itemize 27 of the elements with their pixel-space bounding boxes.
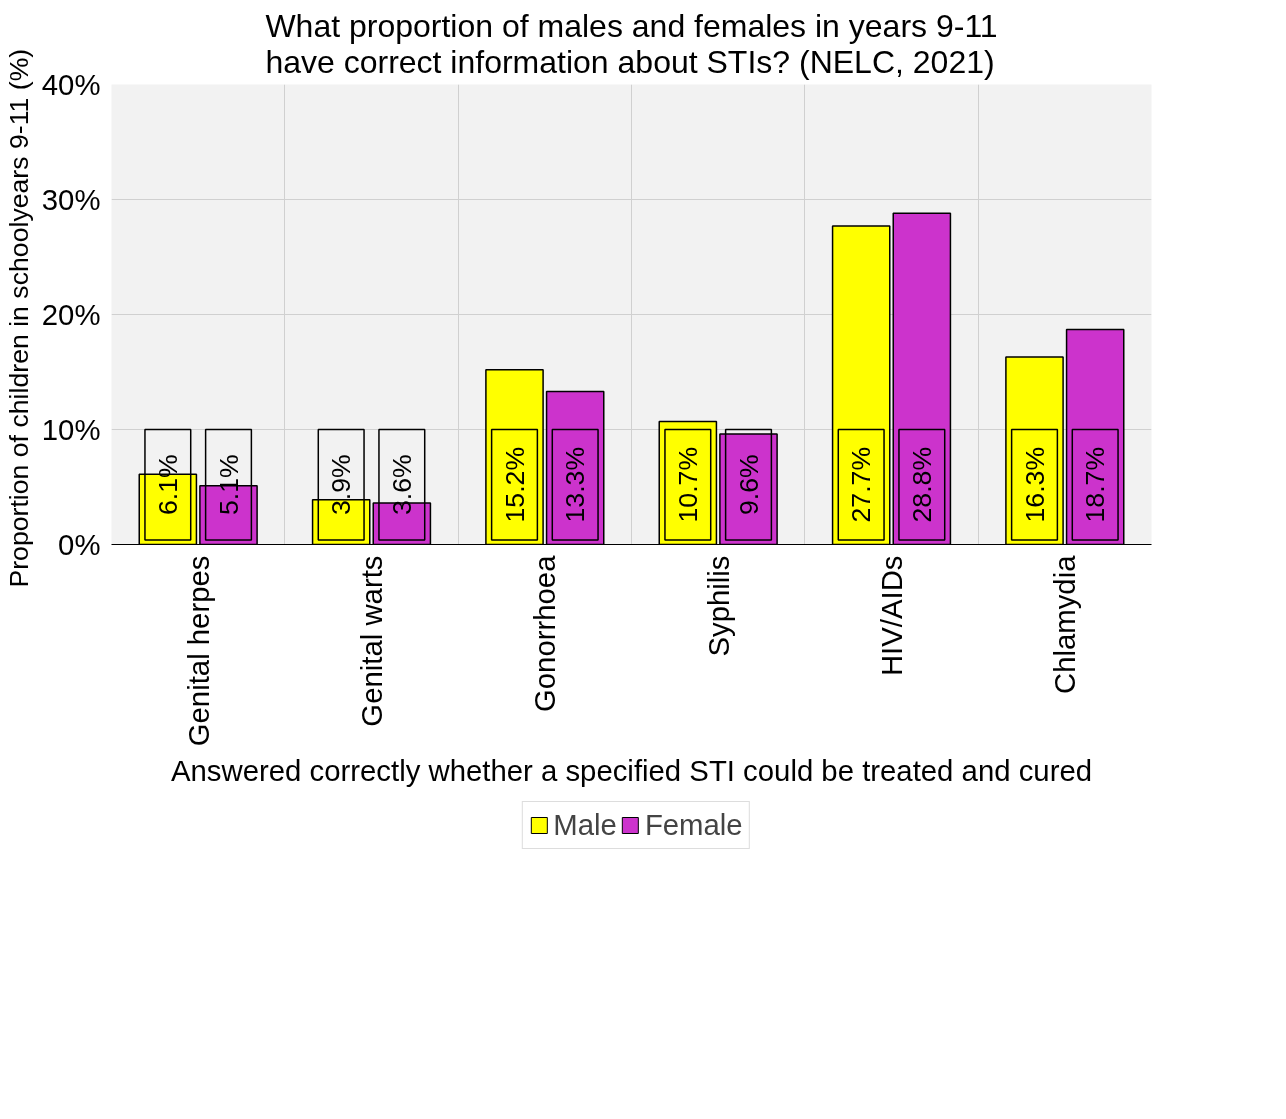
x-tick-label: Syphilis xyxy=(701,555,735,657)
y-tick-label: 40% xyxy=(41,68,101,101)
data-label: 15.2% xyxy=(499,446,530,523)
x-tick-label: Gonorrhoea xyxy=(528,554,562,713)
data-label: 18.7% xyxy=(1080,446,1111,523)
y-tick-label: 20% xyxy=(41,298,101,331)
legend-label: Female xyxy=(644,808,743,842)
x-tick-label: Genital herpes xyxy=(181,555,215,747)
data-label: 6.1% xyxy=(152,454,183,516)
data-label: 28.8% xyxy=(906,446,937,523)
x-tick-label: Genital warts xyxy=(355,555,388,727)
y-tick-label: 0% xyxy=(58,528,101,561)
y-tick-label: 30% xyxy=(41,183,101,216)
x-axis-title: Answered correctly whether a specified STI could be treated and cured xyxy=(170,754,1093,788)
data-label: 13.3% xyxy=(560,446,591,523)
data-label: 27.7% xyxy=(846,446,877,523)
data-label: 16.3% xyxy=(1019,446,1050,523)
y-tick-label: 10% xyxy=(41,413,101,446)
data-label: 3.6% xyxy=(386,454,417,516)
data-label: 9.6% xyxy=(733,454,764,516)
x-tick-label: Chlamydia xyxy=(1048,554,1082,695)
chart-title: What proportion of males and females in years 9-11 have correct information about STIs? (NELC, 2021) xyxy=(265,7,998,80)
data-label: 3.9% xyxy=(326,454,357,516)
legend-label: Male xyxy=(553,808,617,842)
data-label: 10.7% xyxy=(672,446,703,523)
x-tick-label: HIV/AIDs xyxy=(875,555,908,677)
y-axis-title: Proportion of children in schoolyears 9-11 (%) xyxy=(3,48,34,588)
